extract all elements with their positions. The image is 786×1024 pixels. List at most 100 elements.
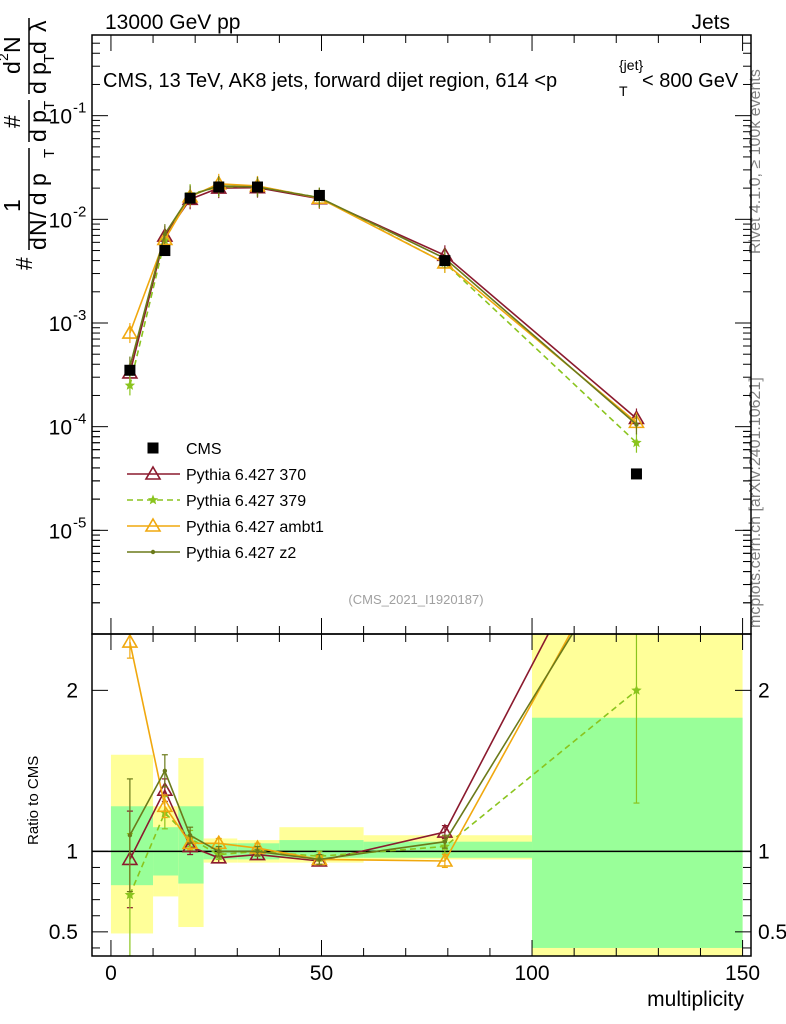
y-label-frac3-den-a: d p — [25, 62, 51, 94]
y-label-frac2-num: # — [0, 115, 25, 128]
series-point — [156, 230, 174, 246]
y-tick-label-exponent: -5 — [73, 514, 86, 531]
ratio-point — [124, 889, 136, 900]
ratio-tick-label-right: 1 — [758, 840, 770, 863]
ratio-point — [317, 857, 322, 862]
legend-marker-cms — [147, 442, 159, 454]
main-series — [127, 175, 639, 435]
rivet-label: Rivet 4.1.0, ≥ 100k events — [747, 69, 764, 254]
ratio-point — [156, 797, 174, 813]
data-point — [630, 468, 642, 480]
y-label-frac2-den: d p — [25, 110, 51, 142]
series-point — [631, 437, 642, 448]
y-label-den-d: d — [25, 237, 51, 250]
ratio-point — [631, 684, 642, 695]
series-point — [121, 324, 139, 339]
ratio-tick-label-right: 2 — [758, 679, 770, 702]
main-series — [121, 173, 645, 433]
y-label-hash: # — [11, 257, 37, 270]
ratio-point — [181, 837, 199, 853]
y-label-den-sub: T — [41, 149, 58, 158]
chart-title-tail: < 800 GeV — [642, 70, 739, 92]
ratio-y-label: Ratio to CMS — [25, 756, 42, 845]
y-label-frac2-den-sub: T — [41, 101, 58, 110]
data-point — [251, 181, 263, 193]
y-label-num: 1 — [0, 199, 25, 212]
ratio-frame — [91, 633, 752, 957]
data-point — [124, 364, 136, 376]
y-label-frac3-den-sub: T — [41, 54, 58, 63]
uncertainty-band-inner — [110, 806, 154, 886]
analysis-id: (CMS_2021_I1920187) — [348, 592, 483, 607]
data-point — [159, 245, 171, 257]
series-point — [162, 231, 168, 237]
legend-label: Pythia 6.427 379 — [186, 493, 306, 510]
legend-label: Pythia 6.427 z2 — [186, 545, 296, 562]
x-tick-label: 100 — [515, 962, 550, 985]
legend-marker — [150, 549, 156, 555]
ratio-point — [442, 839, 448, 844]
y-label-frac3-num-d: d — [0, 61, 25, 74]
series-line — [129, 185, 638, 426]
series-line — [129, 186, 638, 420]
chart-title-main: CMS, 13 TeV, AK8 jets, forward dijet reg… — [103, 70, 557, 92]
data-point — [213, 181, 225, 193]
ratio-point — [162, 768, 168, 774]
legend-label-cms: CMS — [186, 441, 222, 458]
ratio-line — [129, 634, 550, 862]
series-point — [634, 422, 639, 427]
y-tick-label-exponent: -1 — [73, 100, 86, 117]
y-tick-label-exponent: -3 — [73, 307, 86, 324]
data-point — [184, 192, 196, 204]
y-tick-label: 10 — [49, 520, 72, 543]
x-axis-label: multiplicity — [647, 988, 744, 1011]
ratio-tick-label: 1 — [66, 840, 78, 863]
ratio-line — [129, 634, 574, 861]
legend-label: Pythia 6.427 ambt1 — [186, 519, 324, 536]
data-point — [313, 189, 325, 201]
y-tick-label-exponent: -4 — [73, 411, 86, 428]
uncertainty-band-inner — [532, 717, 743, 948]
ratio-point — [121, 634, 139, 648]
uncertainty-band-inner — [279, 840, 364, 858]
data-point — [439, 255, 451, 267]
ratio-point — [216, 849, 221, 854]
ratio-point — [629, 458, 643, 470]
y-label-frac3-n: N — [0, 36, 25, 53]
series-line — [129, 182, 638, 424]
y-label-den-rest: / d p — [25, 173, 51, 218]
ratio-tick-label: 2 — [66, 679, 78, 702]
ratio-line — [129, 689, 638, 896]
ratio-point — [187, 833, 193, 838]
x-tick-label: 150 — [725, 962, 760, 985]
chart-title-sub: T — [619, 83, 628, 99]
ratio-point — [629, 506, 643, 518]
chart-title: CMS, 13 TeV, AK8 jets, forward dijet reg… — [103, 57, 739, 99]
ratio-point — [436, 852, 454, 867]
uncertainty-band-inner — [363, 841, 533, 858]
y-tick-label: 10 — [49, 417, 72, 440]
mcplots-label: mcplots.cern.ch [arXiv:2401.10621] — [747, 377, 764, 628]
ratio-tick-label-right: 0.5 — [758, 921, 786, 944]
ratio-point — [210, 849, 228, 864]
uncertainty-band-inner — [178, 806, 204, 884]
y-axis-label: # 1 d N / d p T # d p T d 2 N d p T d λ — [0, 18, 58, 270]
header-right: Jets — [691, 11, 730, 34]
y-label-frac3-sup: 2 — [0, 53, 11, 61]
ratio-line — [129, 634, 571, 862]
x-tick-label: 50 — [310, 962, 333, 985]
y-tick-label: 10 — [49, 313, 72, 336]
legend-marker — [144, 517, 162, 532]
ratio-point — [181, 834, 199, 850]
ratio-point — [634, 527, 638, 531]
ratio-series — [126, 527, 638, 893]
y-tick-label-exponent: -2 — [73, 203, 86, 220]
chart-title-sup: {jet} — [619, 57, 643, 73]
x-tick-label: 0 — [105, 962, 117, 985]
legend-marker — [144, 465, 162, 480]
main-series — [121, 177, 645, 429]
y-label-frac3-den-b: d — [25, 41, 51, 54]
y-label-den-n: N — [25, 219, 51, 236]
ratio-point — [255, 849, 260, 854]
